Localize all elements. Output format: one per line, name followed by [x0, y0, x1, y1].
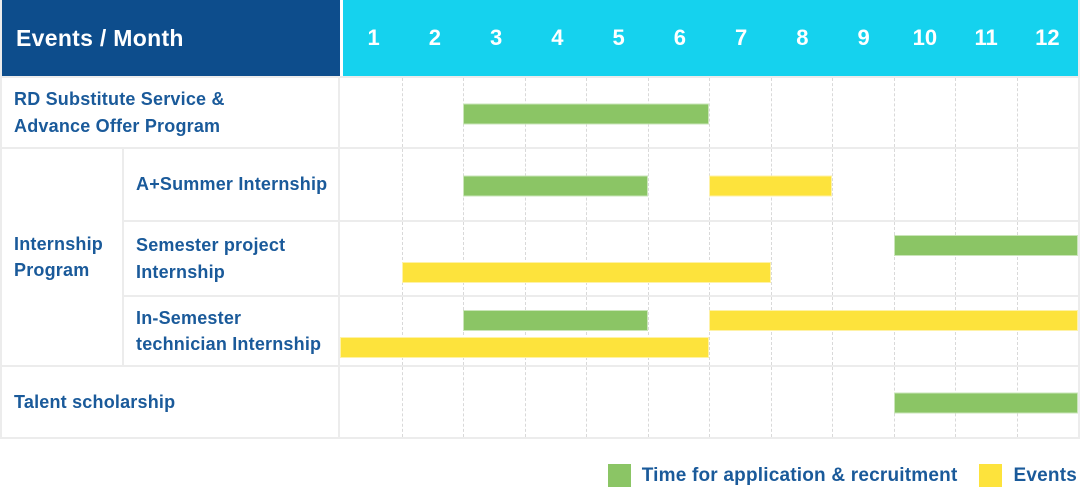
month-header-9: 9 — [857, 25, 870, 50]
row-label-in-semester-technician-internship: In-Semester technician Internship — [124, 295, 340, 365]
month-gridline — [709, 367, 710, 437]
month-gridline — [524, 367, 526, 437]
month-gridline — [709, 297, 710, 365]
month-gridline — [586, 297, 587, 365]
month-gridline — [893, 222, 895, 295]
month-gridline — [1016, 297, 1018, 365]
group-label-internship-program: Internship Program — [2, 147, 124, 365]
month-header-2: 2 — [428, 25, 441, 50]
month-gridline — [524, 297, 526, 365]
month-header-7: 7 — [735, 25, 748, 50]
table-header-months: 1 2 3 4 5 6 7 8 9 10 11 12 — [340, 0, 1078, 76]
gantt-bar-recruitment — [893, 392, 1078, 414]
row-label-text: RD Substitute Service & Advance Offer Pr… — [14, 89, 225, 136]
month-gridline — [647, 367, 649, 437]
month-header-11: 11 — [974, 25, 998, 50]
month-gridline — [770, 78, 772, 147]
month-header-1: 1 — [367, 25, 380, 50]
table-header-events-month: Events / Month — [2, 0, 340, 76]
month-gridline — [770, 297, 772, 365]
month-gridline — [1016, 149, 1018, 220]
month-gridline — [463, 367, 464, 437]
gantt-row-a-plus-summer-internship — [340, 147, 1078, 220]
month-gridline — [832, 297, 833, 365]
month-gridline — [401, 222, 403, 295]
month-gridline — [893, 149, 895, 220]
month-gridline — [401, 367, 403, 437]
gantt-row-rd-substitute-service — [340, 76, 1078, 147]
month-gridline — [463, 297, 464, 365]
month-gridline — [647, 297, 649, 365]
month-gridline — [401, 78, 403, 147]
gantt-row-talent-scholarship — [340, 365, 1078, 437]
month-gridline — [586, 222, 587, 295]
month-gridline — [770, 222, 772, 295]
gantt-bar-recruitment — [463, 310, 648, 331]
legend-swatch-events-icon — [979, 464, 1003, 487]
month-header-8: 8 — [796, 25, 809, 50]
month-gridline — [647, 149, 649, 220]
month-header-6: 6 — [673, 25, 686, 50]
gantt-bar-event — [340, 337, 709, 358]
month-gridline — [955, 297, 956, 365]
legend-label-recruitment: Time for application & recruitment — [641, 464, 958, 486]
legend-swatch-recruitment-icon — [607, 464, 631, 487]
legend-label-events: Events — [1013, 464, 1077, 486]
month-gridline — [401, 149, 403, 220]
header-title: Events / Month — [16, 24, 184, 51]
group-label-text: Internship Program — [14, 233, 104, 280]
month-gridline — [832, 222, 833, 295]
gantt-row-in-semester-technician-internship — [340, 295, 1078, 365]
month-gridline — [832, 149, 833, 220]
month-gridline — [955, 78, 956, 147]
month-gridline — [893, 78, 895, 147]
month-gridline — [401, 297, 403, 365]
month-gridline — [1016, 222, 1018, 295]
row-label-a-plus-summer-internship: A+Summer Internship — [124, 147, 340, 220]
month-gridline — [832, 78, 833, 147]
legend: Time for application & recruitment Event… — [0, 464, 1080, 487]
month-header-12: 12 — [1035, 25, 1060, 50]
row-label-text: Semester project Internship — [136, 235, 286, 282]
gantt-bar-event — [709, 310, 1078, 331]
gantt-bar-recruitment — [893, 235, 1078, 256]
month-gridline — [770, 367, 772, 437]
row-label-rd-substitute-service: RD Substitute Service & Advance Offer Pr… — [2, 76, 340, 147]
month-gridline — [955, 222, 956, 295]
month-gridline — [463, 222, 464, 295]
schedule-table: Events / Month 1 2 3 4 5 6 7 8 9 10 11 12 RD Substi… — [0, 0, 1080, 439]
row-label-text: A+Summer Internship — [136, 174, 328, 195]
month-gridline — [647, 222, 649, 295]
gantt-bar-event — [401, 262, 771, 283]
gantt-bar-recruitment — [463, 103, 709, 125]
gantt-bar-event — [709, 175, 832, 197]
month-gridline — [1016, 78, 1018, 147]
row-label-text: Talent scholarship — [14, 391, 176, 412]
month-gridline — [709, 78, 710, 147]
row-label-talent-scholarship: Talent scholarship — [2, 365, 340, 437]
gantt-row-semester-project-internship — [340, 220, 1078, 295]
month-gridline — [524, 222, 526, 295]
month-header-10: 10 — [912, 25, 938, 50]
month-gridline — [955, 149, 956, 220]
row-label-text: In-Semester technician Internship — [136, 307, 322, 354]
gantt-bar-recruitment — [463, 175, 648, 197]
row-label-semester-project-internship: Semester project Internship — [124, 220, 340, 295]
month-gridline — [709, 222, 710, 295]
month-header-5: 5 — [612, 25, 625, 50]
month-gridline — [893, 297, 895, 365]
month-gridline — [832, 367, 833, 437]
month-header-4: 4 — [551, 25, 564, 50]
month-header-3: 3 — [490, 25, 503, 50]
month-gridline — [586, 367, 587, 437]
